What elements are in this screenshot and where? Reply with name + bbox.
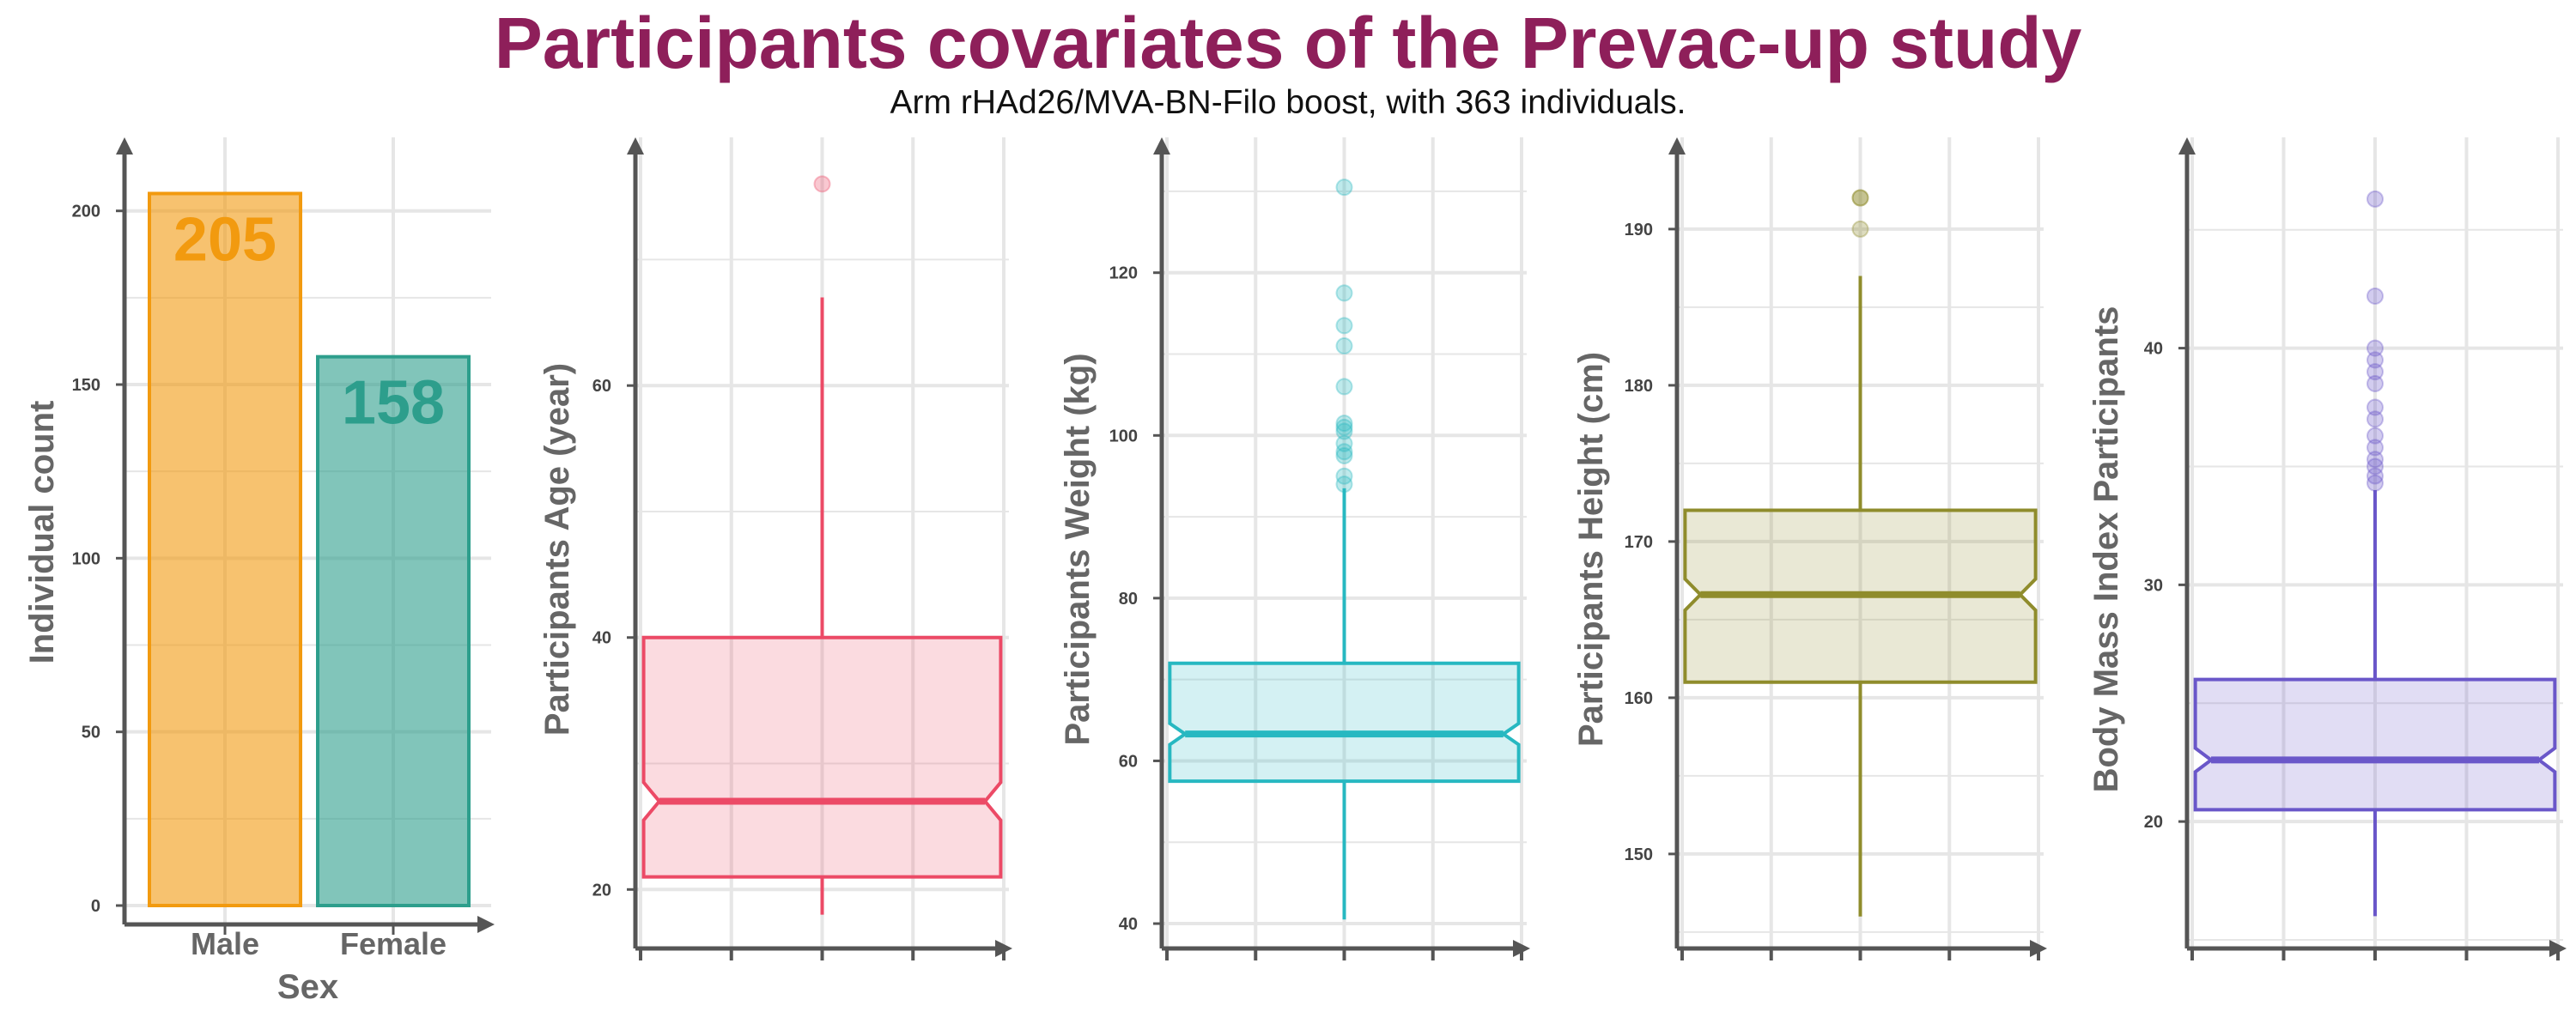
- bmi-outlier-point: [2366, 439, 2384, 457]
- height-outlier-point: [1851, 189, 1869, 207]
- y-axis-arrow: [116, 137, 133, 154]
- y-tick-label: 40: [2144, 340, 2163, 359]
- y-axis-title: Participants Age (year): [538, 363, 576, 736]
- weight-box: [1168, 661, 1521, 784]
- height-outlier-point: [1851, 220, 1869, 238]
- y-tick-label: 190: [1625, 221, 1653, 239]
- y-tick-label: 80: [1119, 590, 1138, 609]
- weight-outlier-point: [1335, 317, 1353, 335]
- y-axis-arrow: [1153, 137, 1170, 154]
- weight-outlier-point: [1335, 476, 1353, 494]
- chart-subtitle: Arm rHAd26/MVA-BN-Filo boost, with 363 i…: [890, 84, 1686, 121]
- weight-outlier-point: [1335, 467, 1353, 485]
- y-tick-label: 180: [1625, 377, 1653, 396]
- y-tick-label: 40: [1119, 915, 1138, 934]
- y-axis-arrow: [627, 137, 644, 154]
- bmi-outlier-point: [2366, 410, 2384, 428]
- y-tick-label: 120: [1109, 264, 1138, 283]
- age-box-panel: 20 40 60 Participants Age (year): [538, 137, 1012, 960]
- y-tick-label: 60: [1119, 752, 1138, 771]
- bmi-outlier-point: [2366, 474, 2384, 492]
- weight-outlier-point: [1335, 337, 1353, 355]
- x-axis-arrow: [477, 916, 495, 933]
- bar-male: [148, 191, 302, 908]
- weight-outlier-point: [1335, 418, 1353, 436]
- y-tick-label: 100: [72, 549, 100, 568]
- y-tick-label: 100: [1109, 427, 1138, 445]
- bmi-outlier-point: [2366, 339, 2384, 357]
- y-tick-label: 160: [1625, 689, 1653, 708]
- bar-value-label: 205: [173, 205, 276, 274]
- y-axis-arrow: [1668, 137, 1686, 154]
- height-outlier-point: [1851, 189, 1869, 207]
- y-axis-title: Body Mass Index Participants: [2087, 306, 2125, 793]
- bmi-outlier-point: [2366, 467, 2384, 485]
- y-axis-title: Participants Weight (kg): [1059, 353, 1097, 745]
- y-tick-label: 0: [91, 897, 100, 916]
- bar-value-label: 158: [342, 369, 445, 438]
- x-tick-label: Male: [191, 926, 259, 961]
- x-tick-label: Female: [340, 926, 447, 961]
- age-box: [641, 635, 1003, 879]
- age-outlier-point: [813, 175, 831, 193]
- y-tick-label: 50: [82, 724, 100, 742]
- y-tick-label: 20: [592, 881, 611, 900]
- weight-outlier-point: [1335, 179, 1353, 197]
- y-axis-title: Individual count: [23, 401, 61, 664]
- weight-outlier-point: [1335, 284, 1353, 302]
- y-tick-label: 150: [1625, 845, 1653, 864]
- bmi-box: [2193, 677, 2557, 812]
- weight-outlier-point: [1335, 443, 1353, 461]
- weight-outlier-point: [1335, 446, 1353, 464]
- y-tick-label: 170: [1625, 533, 1653, 552]
- bar-female: [316, 354, 471, 907]
- bmi-outlier-point: [2366, 427, 2384, 445]
- bmi-box-panel: 20 30 40 Body Mass Index Participants: [2087, 137, 2567, 960]
- y-axis-title: Participants Height (cm): [1572, 352, 1610, 747]
- chart-title: Participants covariates of the Prevac-up…: [494, 3, 2082, 83]
- bmi-outlier-point: [2366, 351, 2384, 369]
- y-tick-label: 150: [72, 376, 100, 395]
- weight-box-panel: 40 60 80 100 120 Participants Weight (kg): [1059, 137, 1530, 960]
- y-axis-arrow: [2178, 137, 2196, 154]
- y-tick-label: 20: [2144, 813, 2163, 832]
- x-axis-title: Sex: [277, 968, 338, 1006]
- bmi-outlier-point: [2366, 457, 2384, 476]
- bmi-outlier-point: [2366, 287, 2384, 305]
- weight-outlier-point: [1335, 422, 1353, 440]
- bmi-outlier-point: [2366, 363, 2384, 381]
- y-tick-label: 40: [592, 629, 611, 648]
- bmi-outlier-point: [2366, 190, 2384, 208]
- y-tick-label: 30: [2144, 576, 2163, 595]
- weight-outlier-point: [1335, 415, 1353, 433]
- y-tick-label: 200: [72, 203, 100, 221]
- weight-outlier-point: [1335, 378, 1353, 396]
- weight-outlier-point: [1335, 434, 1353, 452]
- height-box-panel: 150 160 170 180 190 Participants Height (cm): [1572, 137, 2047, 960]
- y-tick-label: 60: [592, 377, 611, 396]
- bmi-outlier-point: [2366, 398, 2384, 416]
- bmi-outlier-point: [2366, 451, 2384, 469]
- bmi-outlier-point: [2366, 374, 2384, 392]
